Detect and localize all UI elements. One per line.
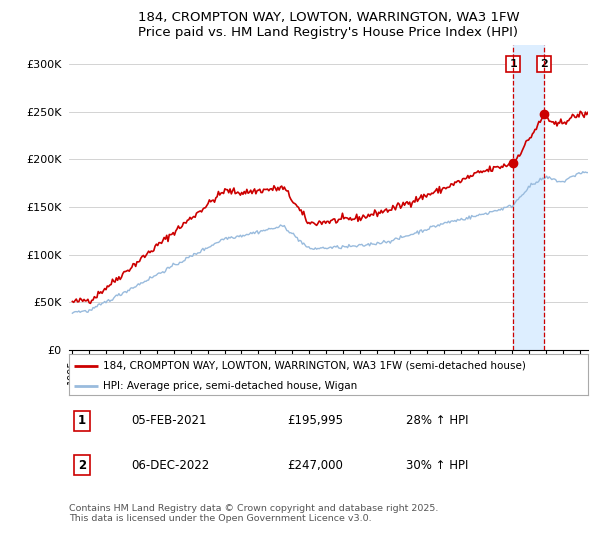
Text: 2: 2 [541, 59, 548, 69]
Text: 28% ↑ HPI: 28% ↑ HPI [406, 414, 469, 427]
Text: 30% ↑ HPI: 30% ↑ HPI [406, 459, 469, 472]
Text: 1: 1 [509, 59, 517, 69]
Text: Contains HM Land Registry data © Crown copyright and database right 2025.
This d: Contains HM Land Registry data © Crown c… [69, 504, 439, 524]
Text: £195,995: £195,995 [287, 414, 343, 427]
Text: 1: 1 [78, 414, 86, 427]
Text: 05-FEB-2021: 05-FEB-2021 [131, 414, 207, 427]
Bar [513, 45, 544, 350]
Text: 2: 2 [78, 459, 86, 472]
Text: £247,000: £247,000 [287, 459, 343, 472]
Text: 184, CROMPTON WAY, LOWTON, WARRINGTON, WA3 1FW (semi-detached house): 184, CROMPTON WAY, LOWTON, WARRINGTON, W… [103, 361, 526, 371]
Text: HPI: Average price, semi-detached house, Wigan: HPI: Average price, semi-detached house,… [103, 381, 357, 391]
Text: 06-DEC-2022: 06-DEC-2022 [131, 459, 209, 472]
Title: 184, CROMPTON WAY, LOWTON, WARRINGTON, WA3 1FW
Price paid vs. HM Land Registry's: 184, CROMPTON WAY, LOWTON, WARRINGTON, W… [137, 11, 520, 39]
